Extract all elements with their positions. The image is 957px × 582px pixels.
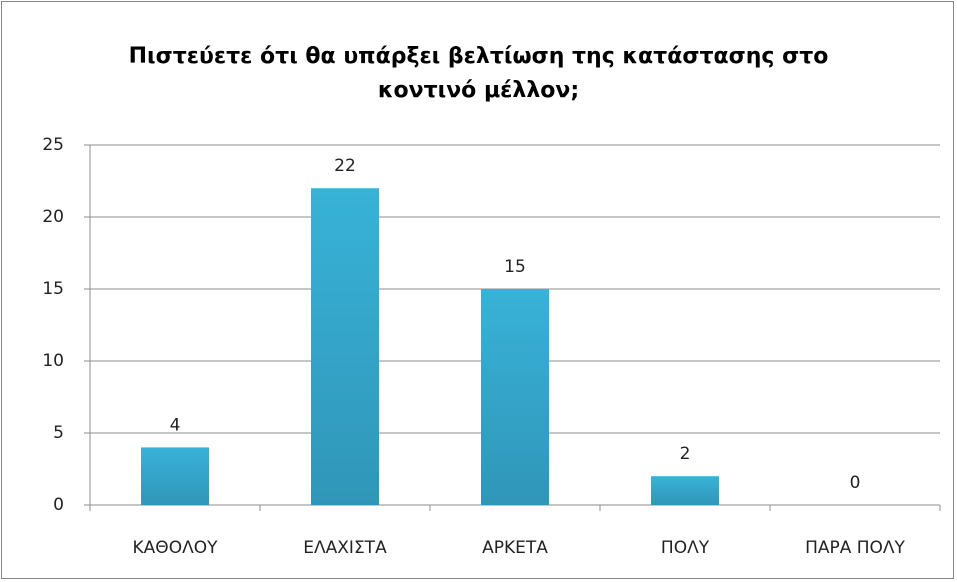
chart-title: Πιστεύετε ότι θα υπάρξει βελτίωση της κα… (128, 44, 829, 103)
bar (481, 289, 549, 505)
x-tick-label: ΕΛΑΧΙΣΤΑ (303, 538, 387, 558)
y-tick-label: 0 (53, 495, 64, 515)
data-label: 4 (170, 415, 181, 435)
data-label: 22 (334, 156, 356, 176)
bar (311, 188, 379, 505)
x-tick-label: ΠΟΛΥ (661, 538, 710, 558)
data-label: 0 (850, 473, 861, 493)
y-tick-label: 5 (53, 423, 64, 443)
x-tick-label: ΑΡΚΕΤΑ (482, 538, 548, 558)
y-tick-label: 25 (42, 135, 64, 155)
bar (651, 476, 719, 505)
x-tick-label: ΠΑΡΑ ΠΟΛΥ (805, 538, 905, 558)
data-label: 2 (680, 444, 691, 464)
y-tick-label: 15 (42, 279, 64, 299)
y-tick-label: 10 (42, 351, 64, 371)
data-label: 15 (504, 257, 526, 277)
y-tick-label: 20 (42, 207, 64, 227)
x-tick-label: ΚΑΘΟΛΟΥ (133, 538, 219, 558)
bar (141, 447, 209, 505)
